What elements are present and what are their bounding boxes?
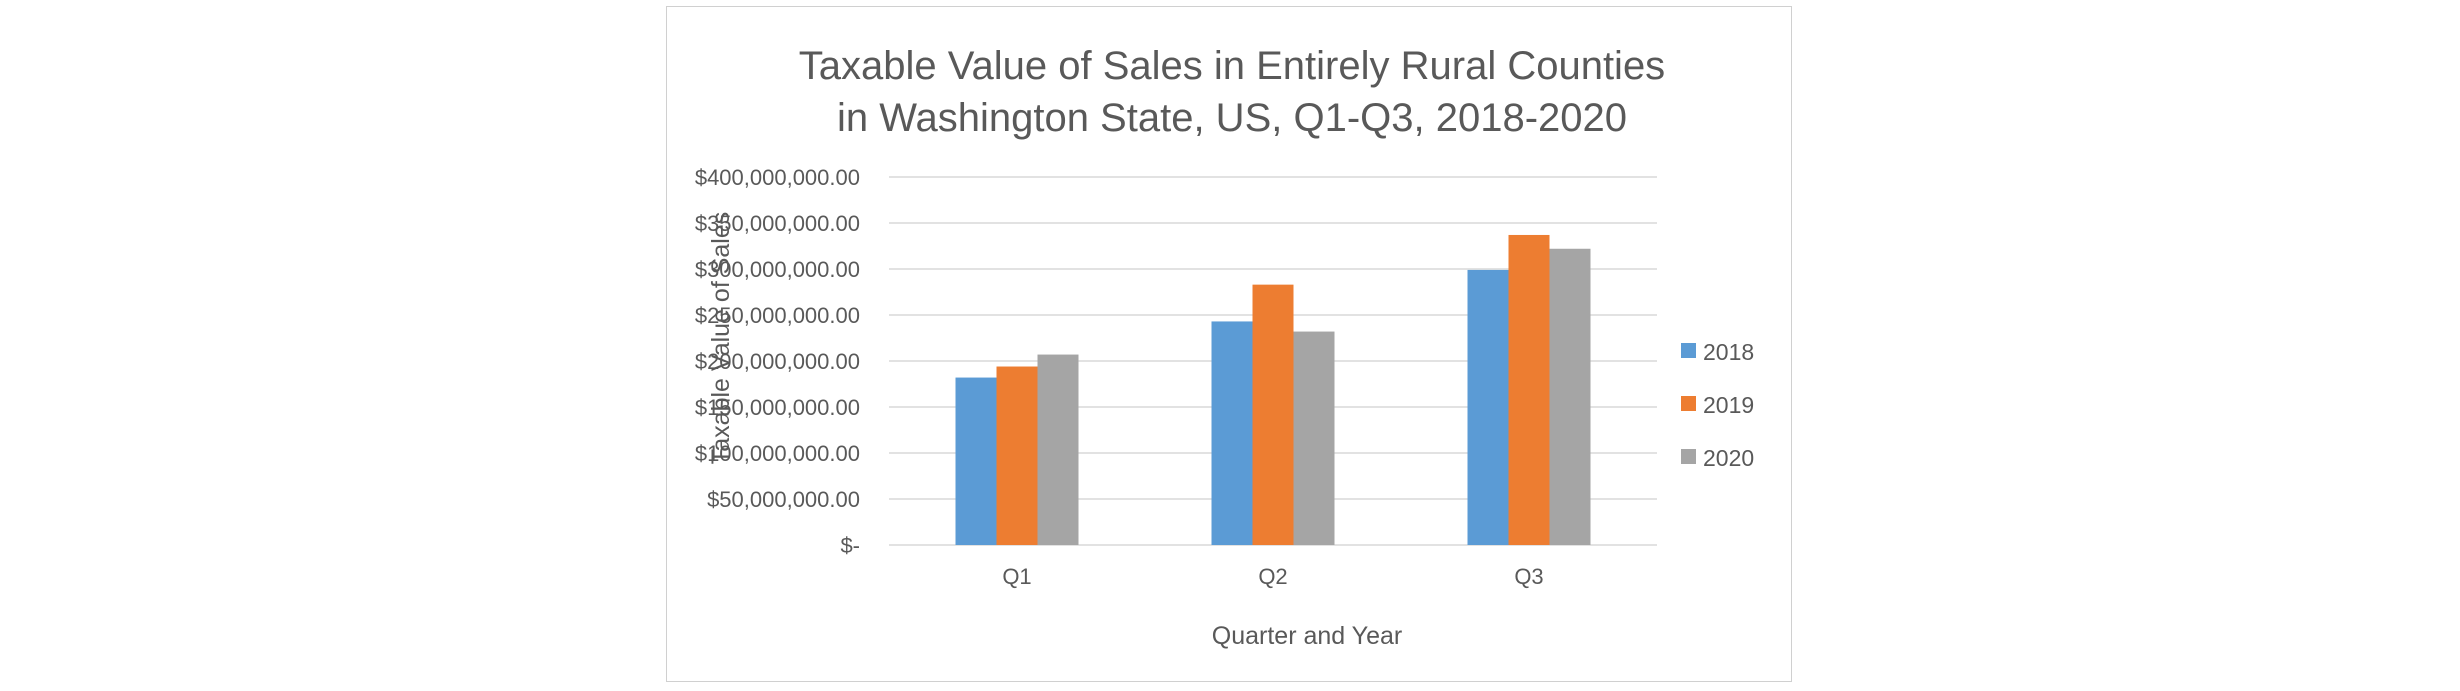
y-tick-label: $300,000,000.00 (695, 257, 860, 282)
y-tick-label: $350,000,000.00 (695, 211, 860, 236)
bar-2019-Q2 (1252, 284, 1294, 545)
x-tick-label: Q3 (1514, 564, 1543, 589)
chart-frame: Taxable Value of Sales in Entirely Rural… (666, 6, 1792, 682)
legend: 2018 2019 2020 (1681, 339, 1754, 471)
y-tick-label: $100,000,000.00 (695, 441, 860, 466)
legend-label-2019: 2019 (1703, 392, 1754, 418)
bar-2020-Q2 (1293, 331, 1335, 545)
y-tick-label: $200,000,000.00 (695, 349, 860, 374)
bar-2020-Q3 (1549, 248, 1591, 545)
x-tick-label: Q2 (1258, 564, 1287, 589)
legend-swatch-2018 (1681, 343, 1696, 358)
y-tick-label: $400,000,000.00 (695, 165, 860, 190)
bar-2019-Q1 (996, 366, 1038, 545)
x-axis-title: Quarter and Year (1212, 622, 1402, 650)
x-tick-label: Q1 (1002, 564, 1031, 589)
bar-2018-Q3 (1467, 269, 1509, 545)
bars (955, 234, 1591, 545)
y-tick-label: $50,000,000.00 (707, 487, 860, 512)
y-axis-title: Taxable Value of Sales (707, 212, 735, 464)
y-tick-label: $250,000,000.00 (695, 303, 860, 328)
chart-title-line-2: in Washington State, US, Q1-Q3, 2018-202… (837, 96, 1627, 140)
bar-2019-Q3 (1508, 234, 1550, 545)
x-axis-tick-labels: Q1 Q2 Q3 (1002, 564, 1543, 589)
legend-label-2018: 2018 (1703, 339, 1754, 365)
bar-2018-Q1 (955, 377, 997, 545)
legend-swatch-2020 (1681, 449, 1696, 464)
chart-title: Taxable Value of Sales in Entirely Rural… (799, 44, 1665, 140)
y-axis-tick-labels: $- $50,000,000.00 $100,000,000.00 $150,000,… (695, 165, 860, 558)
y-tick-label: $- (840, 533, 860, 558)
bar-chart: Taxable Value of Sales in Entirely Rural… (695, 44, 1754, 650)
chart-title-line-1: Taxable Value of Sales in Entirely Rural… (799, 44, 1665, 88)
bar-2020-Q1 (1037, 354, 1079, 545)
legend-swatch-2019 (1681, 396, 1696, 411)
y-tick-label: $150,000,000.00 (695, 395, 860, 420)
legend-label-2020: 2020 (1703, 445, 1754, 471)
bar-2018-Q2 (1211, 321, 1253, 545)
